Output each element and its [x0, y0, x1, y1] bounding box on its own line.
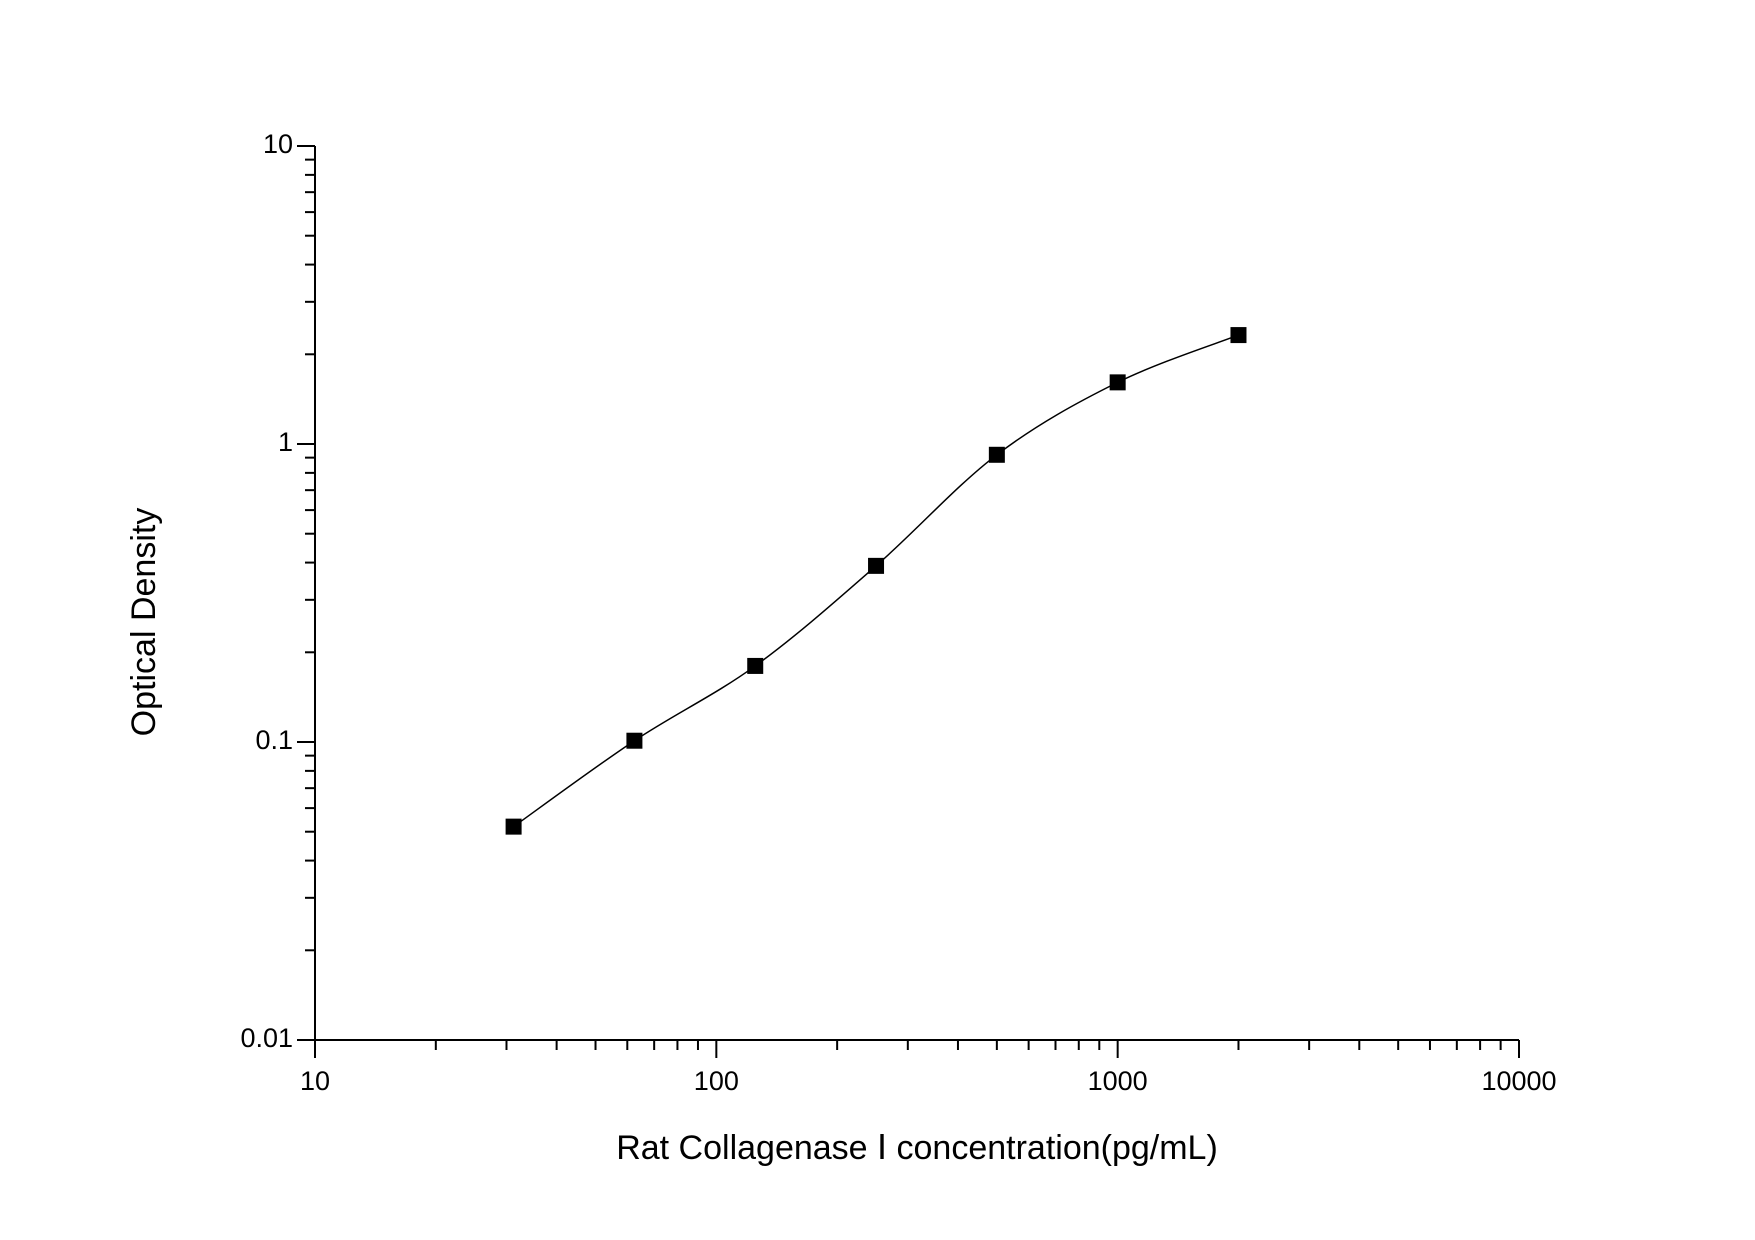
- x-tick-label: 100: [694, 1066, 739, 1096]
- data-point: [1230, 327, 1247, 344]
- data-point: [747, 657, 764, 674]
- data-point: [988, 446, 1005, 463]
- x-tick-label: 10: [300, 1066, 330, 1096]
- x-tick-label: 10000: [1481, 1066, 1556, 1096]
- data-point: [868, 557, 885, 574]
- y-tick-label: 10: [263, 129, 293, 159]
- x-axis-title: Rat Collagenase Ⅰ concentration(pg/mL): [616, 1129, 1218, 1167]
- data-point: [626, 732, 643, 749]
- x-tick-label: 1000: [1088, 1066, 1148, 1096]
- y-tick-label: 1: [278, 427, 293, 457]
- y-axis-title: Optical Density: [125, 508, 163, 737]
- y-tick-label: 0.01: [240, 1023, 293, 1053]
- data-point: [1109, 374, 1126, 391]
- y-tick-label: 0.1: [255, 725, 293, 755]
- data-point: [505, 818, 522, 835]
